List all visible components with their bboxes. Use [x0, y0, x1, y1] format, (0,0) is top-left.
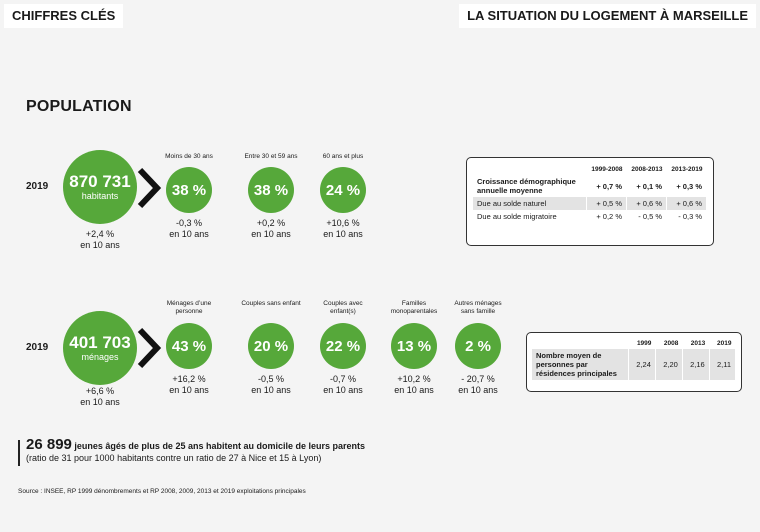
households-change-period: en 10 ans	[80, 397, 120, 407]
group-circle: 43 %	[166, 323, 212, 369]
group-change-period: en 10 ans	[394, 385, 434, 395]
group-label: Moins de 30 ans	[165, 153, 213, 160]
population-year: 2019	[26, 181, 49, 192]
growth-table-header: 1999-2008	[591, 166, 623, 173]
group-change-value: -0,5 %	[257, 374, 284, 384]
chevron-right-icon	[137, 327, 162, 369]
growth-table-box: 1999-2008 2008-2013 2013-2019 Croissance…	[466, 157, 714, 246]
group-change-period: en 10 ans	[169, 229, 209, 239]
table-cell: + 0,2 %	[586, 210, 627, 223]
header-right-title: LA SITUATION DU LOGEMENT À MARSEILLE	[459, 4, 756, 28]
group-change: +0,2 % en 10 ans	[236, 218, 306, 240]
table-row-label: Croissance démographique annuelle moyenn…	[473, 175, 587, 197]
group-label: 60 ans et plus	[322, 153, 364, 160]
group-circle: 24 %	[320, 167, 366, 213]
group-circle: 2 %	[455, 323, 501, 369]
households-change-value: +6,6 %	[85, 386, 115, 396]
population-change-period: en 10 ans	[80, 240, 120, 250]
table-cell: 2,24	[628, 349, 656, 380]
group-circle: 38 %	[166, 167, 212, 213]
growth-table-header: 2013-2019	[671, 166, 703, 173]
group-change-value: +0,2 %	[256, 218, 286, 228]
group-change-value: +16,2 %	[172, 374, 206, 384]
header-left-title: CHIFFRES CLÉS	[4, 4, 124, 28]
table-cell: + 0,7 %	[586, 175, 627, 197]
table-row-label: Due au solde migratoire	[473, 210, 587, 223]
group-label: Familles monoparentales	[390, 300, 438, 315]
table-cell: 2,20	[655, 349, 683, 380]
table-row-label: Nombre moyen de personnes par résidences…	[532, 349, 629, 380]
group-change-period: en 10 ans	[458, 385, 498, 395]
table-cell: + 0,1 %	[626, 175, 667, 197]
households-value: 401 703	[69, 333, 131, 352]
group-label: Ménages d’une personne	[166, 300, 212, 315]
population-unit: habitants	[81, 191, 119, 201]
table-row: Due au solde migratoire + 0,2 % - 0,5 % …	[473, 210, 707, 223]
persons-table-header: 1999	[636, 340, 652, 347]
table-row: Nombre moyen de personnes par résidences…	[532, 349, 737, 380]
table-cell: + 0,6 %	[666, 197, 707, 210]
group-change: -0,5 % en 10 ans	[236, 374, 306, 396]
households-unit: ménages	[81, 352, 119, 362]
table-row: Croissance démographique annuelle moyenn…	[473, 175, 707, 197]
group-change-value: +10,2 %	[397, 374, 431, 384]
note-block: 26 899 jeunes âgés de plus de 25 ans hab…	[26, 436, 546, 464]
group-label: Couples sans enfant	[241, 300, 301, 307]
group-change: -0,7 % en 10 ans	[308, 374, 378, 396]
group-change: - 20,7 % en 10 ans	[443, 374, 513, 396]
table-cell: + 0,5 %	[586, 197, 627, 210]
group-change-period: en 10 ans	[323, 385, 363, 395]
group-change-value: +10,6 %	[326, 218, 360, 228]
households-circle: 401 703 ménages	[63, 311, 137, 385]
group-change-value: - 20,7 %	[461, 374, 495, 384]
table-row-label: Due au solde naturel	[473, 197, 587, 210]
growth-table-header: 2008-2013	[631, 166, 663, 173]
group-change-value: -0,7 %	[329, 374, 356, 384]
note-subtext: (ratio de 31 pour 1000 habitants contre …	[26, 453, 322, 463]
population-change-value: +2,4 %	[85, 229, 115, 239]
section-title: POPULATION	[26, 98, 132, 115]
persons-table-header: 2019	[717, 340, 732, 347]
group-label: Couples avec enfant(s)	[323, 300, 363, 315]
note-text: jeunes âgés de plus de 25 ans habitent a…	[74, 441, 365, 451]
group-change-period: en 10 ans	[251, 385, 291, 395]
persons-table-header: 2008	[663, 340, 679, 347]
group-label: Autres ménages sans famille	[454, 300, 502, 315]
table-cell: + 0,3 %	[666, 175, 707, 197]
households-year: 2019	[26, 342, 49, 353]
persons-table-header	[532, 338, 629, 349]
group-circle: 38 %	[248, 167, 294, 213]
group-change: -0,3 % en 10 ans	[154, 218, 224, 240]
table-cell: - 0,3 %	[666, 210, 707, 223]
note-number: 26 899	[26, 436, 72, 453]
population-circle: 870 731 habitants	[63, 150, 137, 224]
population-change: +2,4 % en 10 ans	[62, 229, 138, 251]
persons-table-header: 2013	[690, 340, 706, 347]
source-note: Source : INSEE, RP 1999 dénombrements et…	[18, 488, 306, 495]
group-circle: 13 %	[391, 323, 437, 369]
group-change: +10,2 % en 10 ans	[379, 374, 449, 396]
persons-table-box: 1999 2008 2013 2019 Nombre moyen de pers…	[526, 332, 742, 392]
persons-table: 1999 2008 2013 2019 Nombre moyen de pers…	[532, 338, 737, 380]
table-cell: 2,11	[709, 349, 737, 380]
note-divider	[18, 440, 20, 466]
group-change-value: -0,3 %	[175, 218, 202, 228]
growth-table: 1999-2008 2008-2013 2013-2019 Croissance…	[473, 164, 707, 223]
group-change: +16,2 % en 10 ans	[154, 374, 224, 396]
group-change-period: en 10 ans	[251, 229, 291, 239]
group-change-period: en 10 ans	[323, 229, 363, 239]
group-circle: 20 %	[248, 323, 294, 369]
table-row: Due au solde naturel + 0,5 % + 0,6 % + 0…	[473, 197, 707, 210]
table-cell: 2,16	[682, 349, 710, 380]
population-value: 870 731	[69, 172, 131, 191]
group-label: Entre 30 et 59 ans	[244, 153, 298, 160]
table-cell: + 0,6 %	[626, 197, 667, 210]
group-circle: 22 %	[320, 323, 366, 369]
chevron-right-icon	[137, 167, 162, 209]
households-change: +6,6 % en 10 ans	[62, 386, 138, 408]
group-change: +10,6 % en 10 ans	[308, 218, 378, 240]
table-cell: - 0,5 %	[626, 210, 667, 223]
group-change-period: en 10 ans	[169, 385, 209, 395]
growth-table-header	[473, 164, 587, 175]
